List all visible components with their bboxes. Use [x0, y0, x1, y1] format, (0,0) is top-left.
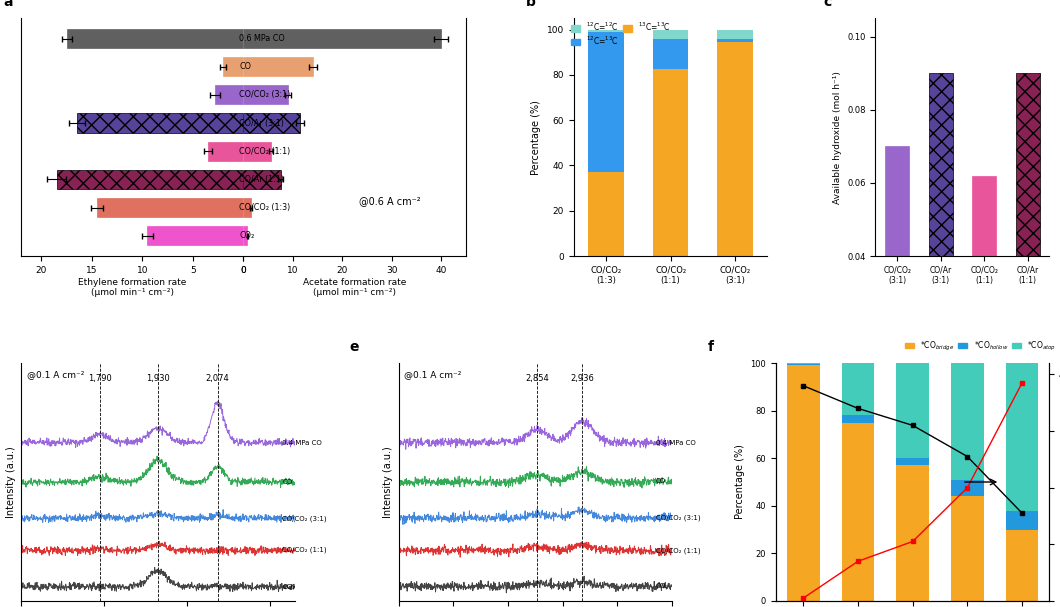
- Text: CO₂: CO₂: [656, 583, 669, 589]
- Bar: [1015, 73, 1040, 402]
- Bar: [588, 32, 624, 172]
- Bar: [244, 114, 300, 132]
- Bar: [67, 29, 244, 48]
- Text: CO₂: CO₂: [282, 584, 296, 590]
- Y-axis label: Available hydroxide (mol h⁻¹): Available hydroxide (mol h⁻¹): [833, 70, 842, 203]
- Bar: [56, 170, 244, 189]
- Text: @0.1 A cm⁻²: @0.1 A cm⁻²: [404, 370, 461, 379]
- Bar: [842, 415, 874, 422]
- Bar: [244, 226, 247, 245]
- Bar: [1006, 510, 1039, 529]
- Bar: [787, 364, 819, 365]
- Bar: [718, 30, 753, 39]
- Text: c: c: [824, 0, 831, 9]
- Bar: [96, 198, 244, 217]
- Y-axis label: Percentage (%): Percentage (%): [531, 100, 542, 175]
- Bar: [897, 466, 929, 601]
- Text: 0.4 MPa CO: 0.4 MPa CO: [656, 440, 695, 446]
- Legend: $^{12}$C=$^{12}$C, $^{12}$C=$^{13}$C, $^{13}$C=$^{13}$C: $^{12}$C=$^{12}$C, $^{12}$C=$^{13}$C, $^…: [568, 17, 674, 50]
- Bar: [244, 57, 313, 76]
- Bar: [718, 42, 753, 256]
- Text: CO: CO: [656, 478, 666, 484]
- Text: 2,936: 2,936: [570, 374, 595, 383]
- Bar: [588, 172, 624, 256]
- Text: 0.6 MPa CO: 0.6 MPa CO: [238, 34, 285, 43]
- Text: CO: CO: [238, 63, 251, 71]
- Bar: [972, 175, 996, 402]
- Bar: [653, 69, 688, 256]
- Text: CO/CO₂ (1:1): CO/CO₂ (1:1): [656, 548, 701, 554]
- Text: CO/Ar (3:1): CO/Ar (3:1): [238, 118, 284, 127]
- Bar: [215, 86, 244, 104]
- Bar: [653, 30, 688, 39]
- Text: CO/CO₂ (1:3): CO/CO₂ (1:3): [238, 203, 290, 212]
- Bar: [244, 198, 251, 217]
- Bar: [842, 363, 874, 415]
- Legend: *CO$_{bridge}$, *CO$_{hollow}$, *CO$_{atop}$: *CO$_{bridge}$, *CO$_{hollow}$, *CO$_{at…: [902, 336, 1059, 356]
- X-axis label: Acetate formation rate
(μmol min⁻¹ cm⁻²): Acetate formation rate (μmol min⁻¹ cm⁻²): [303, 277, 406, 297]
- Bar: [842, 422, 874, 601]
- Text: CO/CO₂ (3:1): CO/CO₂ (3:1): [238, 90, 290, 100]
- X-axis label: Ethylene formation rate
(μmol min⁻¹ cm⁻²): Ethylene formation rate (μmol min⁻¹ cm⁻²…: [78, 277, 187, 297]
- Bar: [147, 226, 244, 245]
- Bar: [244, 86, 288, 104]
- Text: @0.6 A cm⁻²: @0.6 A cm⁻²: [359, 195, 421, 206]
- Bar: [653, 39, 688, 69]
- Text: 1,930: 1,930: [146, 374, 170, 383]
- Bar: [244, 170, 281, 189]
- Text: 0.4 MPa CO: 0.4 MPa CO: [282, 439, 322, 446]
- Y-axis label: Percentage (%): Percentage (%): [735, 444, 745, 520]
- Bar: [929, 73, 953, 402]
- Bar: [787, 365, 819, 601]
- Text: @0.1 A cm⁻²: @0.1 A cm⁻²: [26, 370, 84, 379]
- Bar: [208, 141, 244, 161]
- Bar: [588, 30, 624, 32]
- Bar: [897, 363, 929, 458]
- Text: f: f: [708, 340, 713, 354]
- Bar: [885, 146, 909, 402]
- Text: CO/CO₂ (1:1): CO/CO₂ (1:1): [238, 147, 290, 156]
- Bar: [76, 114, 244, 132]
- Bar: [951, 497, 984, 601]
- Bar: [787, 363, 819, 364]
- Text: b: b: [526, 0, 535, 9]
- Text: CO/Ar (1:1): CO/Ar (1:1): [238, 175, 284, 184]
- Text: a: a: [3, 0, 13, 9]
- Text: 2,854: 2,854: [526, 374, 549, 383]
- Bar: [224, 57, 244, 76]
- Text: 2,074: 2,074: [206, 374, 229, 383]
- Text: CO: CO: [282, 479, 293, 485]
- Bar: [951, 363, 984, 480]
- Text: e: e: [350, 340, 359, 354]
- Text: CO/CO₂ (1:1): CO/CO₂ (1:1): [282, 547, 326, 554]
- Bar: [951, 480, 984, 497]
- Bar: [1006, 363, 1039, 510]
- Text: CO/CO₂ (3:1): CO/CO₂ (3:1): [282, 515, 326, 521]
- Y-axis label: Intensity (a.u.): Intensity (a.u.): [5, 446, 16, 518]
- Bar: [244, 29, 441, 48]
- Bar: [1006, 529, 1039, 601]
- Text: CO/CO₂ (3:1): CO/CO₂ (3:1): [656, 514, 701, 521]
- Text: 1,790: 1,790: [88, 374, 111, 383]
- Bar: [244, 141, 270, 161]
- Y-axis label: Intensity (a.u.): Intensity (a.u.): [383, 446, 393, 518]
- Bar: [718, 39, 753, 42]
- Bar: [897, 458, 929, 466]
- Text: CO₂: CO₂: [238, 231, 254, 240]
